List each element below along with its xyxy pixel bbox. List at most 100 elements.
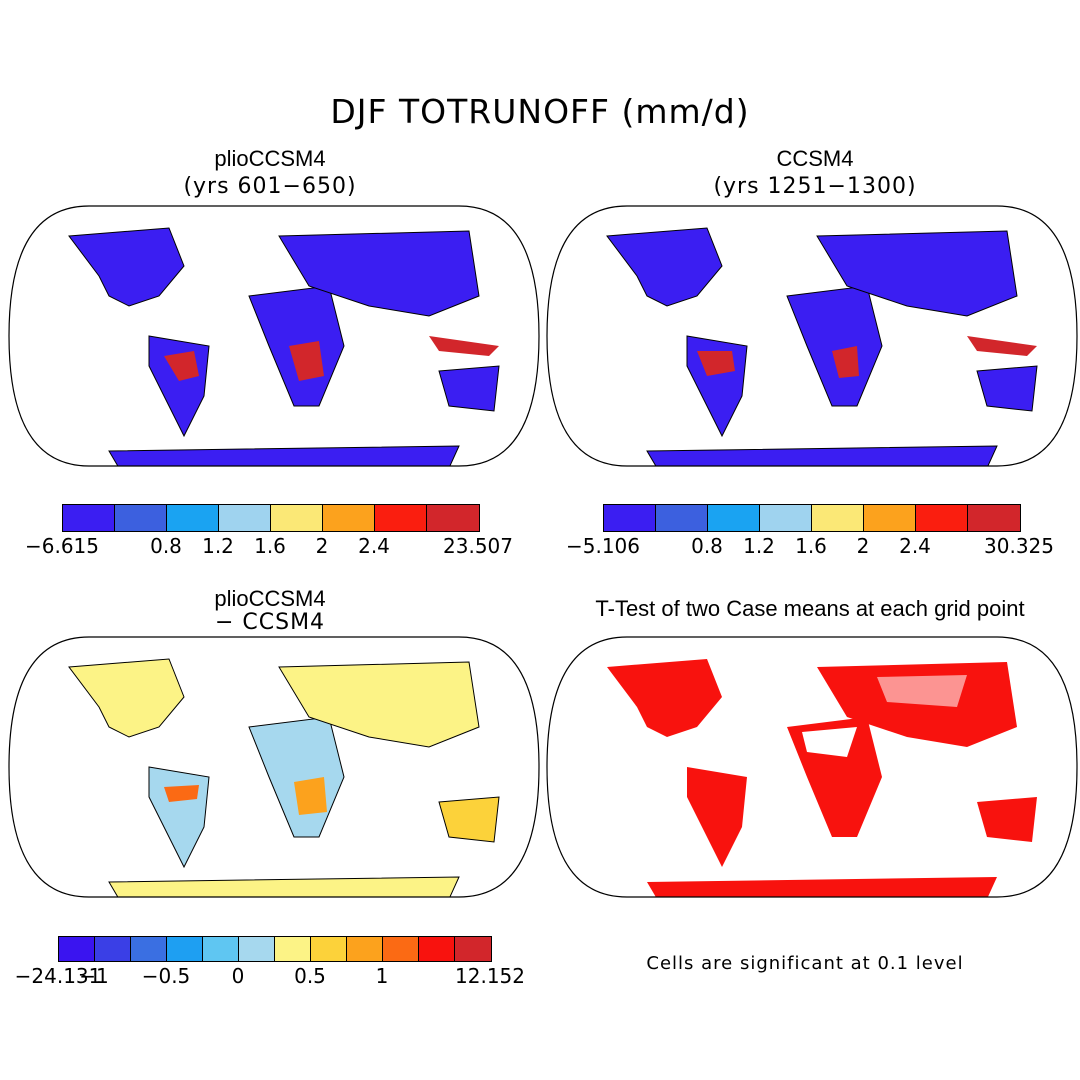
colorbar-swatch bbox=[202, 937, 239, 961]
colorbar-swatch bbox=[115, 505, 167, 531]
colorbar-swatch bbox=[219, 505, 271, 531]
antarctica bbox=[108, 445, 460, 466]
australia bbox=[438, 796, 500, 843]
maritime-continent bbox=[429, 336, 499, 356]
colorbar-swatch bbox=[968, 505, 1020, 531]
sahara-insignificant bbox=[802, 727, 857, 757]
colorbar-tick-label: 2.4 bbox=[899, 534, 931, 558]
colorbar-tick-label: −6.615 bbox=[24, 534, 100, 558]
colorbar-tick-label: 2 bbox=[856, 534, 870, 558]
map-ccsm4 bbox=[546, 205, 1078, 467]
colorbar-swatch bbox=[167, 505, 219, 531]
south-america bbox=[148, 335, 210, 438]
colorbar-swatch bbox=[94, 937, 131, 961]
colorbar-swatch bbox=[63, 505, 115, 531]
ttest-note: Cells are significant at 0.1 level bbox=[646, 953, 964, 974]
colorbar-swatch bbox=[864, 505, 916, 531]
panel-ccsm4-title: CCSM4 bbox=[776, 146, 854, 171]
colorbar-swatch bbox=[708, 505, 760, 531]
north-america bbox=[607, 659, 722, 737]
eurasia bbox=[817, 662, 1017, 747]
north-america bbox=[606, 227, 723, 307]
australia bbox=[976, 365, 1038, 412]
colorbar-ccsm4 bbox=[603, 504, 1021, 532]
colorbar-tick-label: 0 bbox=[231, 964, 245, 988]
map-border bbox=[546, 636, 1078, 898]
colorbar-tick-label: 0.8 bbox=[150, 534, 182, 558]
colorbar-swatch bbox=[271, 505, 323, 531]
colorbar-swatch bbox=[130, 937, 167, 961]
eurasia bbox=[278, 230, 480, 317]
colorbar-tick-label: 1.2 bbox=[743, 534, 775, 558]
colorbar-tick-label: 1 bbox=[375, 964, 389, 988]
colorbar-swatch bbox=[310, 937, 347, 961]
colorbar-tick-label: 1.6 bbox=[795, 534, 827, 558]
colorbar-swatch bbox=[454, 937, 491, 961]
colorbar-swatch bbox=[427, 505, 479, 531]
map-border bbox=[546, 205, 1078, 467]
colorbar-diff bbox=[58, 936, 492, 962]
panel-diff-subtitle: − CCSM4 bbox=[214, 610, 326, 635]
maritime-continent bbox=[967, 336, 1037, 356]
africa bbox=[786, 285, 883, 407]
colorbar-swatch bbox=[382, 937, 419, 961]
map-ttest bbox=[546, 636, 1078, 898]
colorbar-tick-label: 30.325 bbox=[984, 534, 1054, 558]
colorbar-swatch bbox=[166, 937, 203, 961]
map-border bbox=[8, 636, 540, 898]
north-america bbox=[68, 227, 185, 307]
amazon-high bbox=[164, 351, 199, 381]
panel-plio-subtitle: (yrs 601−650) bbox=[183, 174, 357, 199]
amazon-diff bbox=[164, 785, 199, 802]
congo-high bbox=[832, 346, 859, 378]
colorbar-swatch bbox=[760, 505, 812, 531]
panel-ttest-title: T-Test of two Case means at each grid po… bbox=[595, 596, 1025, 621]
panel-plio-title: plioCCSM4 bbox=[214, 146, 326, 171]
colorbar-swatch bbox=[274, 937, 311, 961]
antarctica bbox=[647, 877, 997, 897]
south-america bbox=[687, 767, 747, 867]
colorbar-swatch bbox=[238, 937, 275, 961]
eurasia bbox=[278, 661, 480, 748]
north-america bbox=[68, 658, 185, 738]
antarctica bbox=[646, 445, 998, 466]
map-plio bbox=[8, 205, 540, 467]
colorbar-tick-label: 0.5 bbox=[294, 964, 326, 988]
colorbar-swatch bbox=[323, 505, 375, 531]
asia-insignificant bbox=[877, 675, 967, 707]
colorbar-tick-label: 23.507 bbox=[443, 534, 513, 558]
colorbar-plio bbox=[62, 504, 480, 532]
colorbar-swatch bbox=[418, 937, 455, 961]
colorbar-tick-label: −1 bbox=[79, 964, 109, 988]
colorbar-tick-label: −24.131 bbox=[14, 964, 102, 988]
colorbar-tick-label: 12.152 bbox=[455, 964, 525, 988]
australia bbox=[438, 365, 500, 412]
eurasia bbox=[816, 230, 1018, 317]
colorbar-swatch bbox=[375, 505, 427, 531]
colorbar-tick-label: 2 bbox=[315, 534, 329, 558]
australia bbox=[977, 797, 1037, 842]
panel-diff-title: plioCCSM4 bbox=[214, 586, 326, 611]
colorbar-tick-label: 0.8 bbox=[691, 534, 723, 558]
colorbar-swatch bbox=[604, 505, 656, 531]
africa-diff bbox=[294, 777, 327, 815]
panel-ccsm4-subtitle: (yrs 1251−1300) bbox=[713, 174, 917, 199]
colorbar-tick-label: 1.6 bbox=[254, 534, 286, 558]
map-diff bbox=[8, 636, 540, 898]
africa bbox=[248, 716, 345, 838]
map-border bbox=[8, 205, 540, 467]
colorbar-swatch bbox=[346, 937, 383, 961]
colorbar-swatch bbox=[916, 505, 968, 531]
congo-high bbox=[289, 341, 324, 381]
colorbar-tick-label: −5.106 bbox=[565, 534, 641, 558]
colorbar-tick-label: −0.5 bbox=[141, 964, 191, 988]
colorbar-tick-label: 1.2 bbox=[202, 534, 234, 558]
colorbar-tick-label: 2.4 bbox=[358, 534, 390, 558]
amazon-high bbox=[697, 351, 735, 376]
colorbar-swatch bbox=[59, 937, 95, 961]
colorbar-swatch bbox=[656, 505, 708, 531]
colorbar-swatch bbox=[812, 505, 864, 531]
south-america bbox=[148, 766, 210, 869]
figure-title: DJF TOTRUNOFF (mm/d) bbox=[330, 92, 750, 131]
antarctica bbox=[108, 876, 460, 897]
